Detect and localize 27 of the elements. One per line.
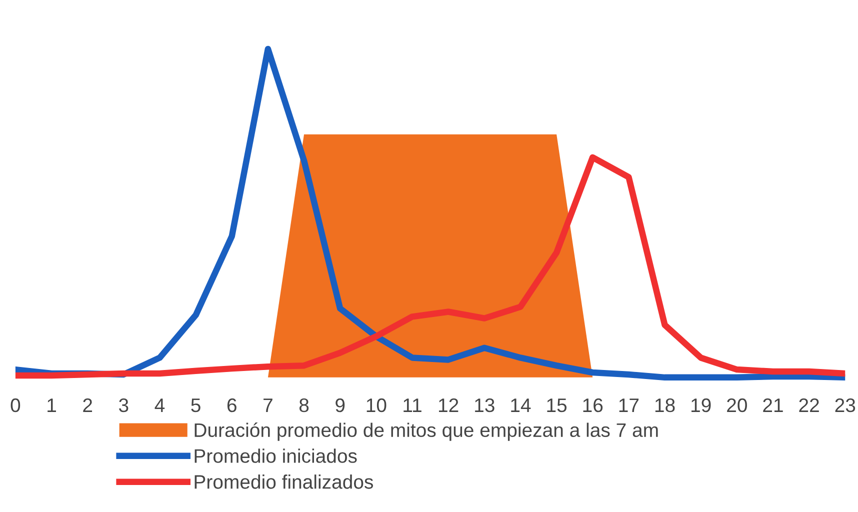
x-tick-label: 23 (835, 398, 856, 412)
x-tick-label: 12 (438, 398, 458, 412)
legend-label: Promedio iniciados (194, 448, 357, 463)
x-tick-label: 18 (655, 398, 675, 412)
x-tick-label: 10 (366, 398, 386, 412)
x-tick-label: 8 (299, 398, 309, 412)
x-tick-label: 2 (83, 398, 92, 412)
x-tick-label: 7 (264, 398, 272, 412)
legend-label: Duración promedio de mitos que empiezan a las 7 am (194, 422, 658, 441)
x-tick-label: 3 (119, 398, 128, 412)
x-tick-label: 21 (763, 398, 783, 412)
x-tick-label: 19 (692, 398, 711, 412)
x-tick-label: 9 (336, 398, 345, 412)
legend-label: Promedio finalizados (194, 474, 373, 489)
x-tick-label: 0 (10, 398, 20, 412)
x-tick-label: 6 (227, 398, 236, 412)
x-tick-label: 11 (404, 398, 422, 412)
x-tick-label: 1 (48, 398, 56, 412)
x-tick-label: 17 (619, 398, 639, 412)
x-tick-label: 22 (799, 398, 819, 412)
x-tick-label: 15 (547, 398, 567, 412)
x-tick-label: 14 (511, 398, 531, 412)
x-tick-label: 4 (154, 398, 165, 412)
x-tick-label: 20 (727, 398, 747, 412)
x-tick-label: 13 (475, 398, 494, 412)
x-tick-label: 16 (583, 398, 603, 412)
x-tick-label: 5 (191, 398, 200, 412)
